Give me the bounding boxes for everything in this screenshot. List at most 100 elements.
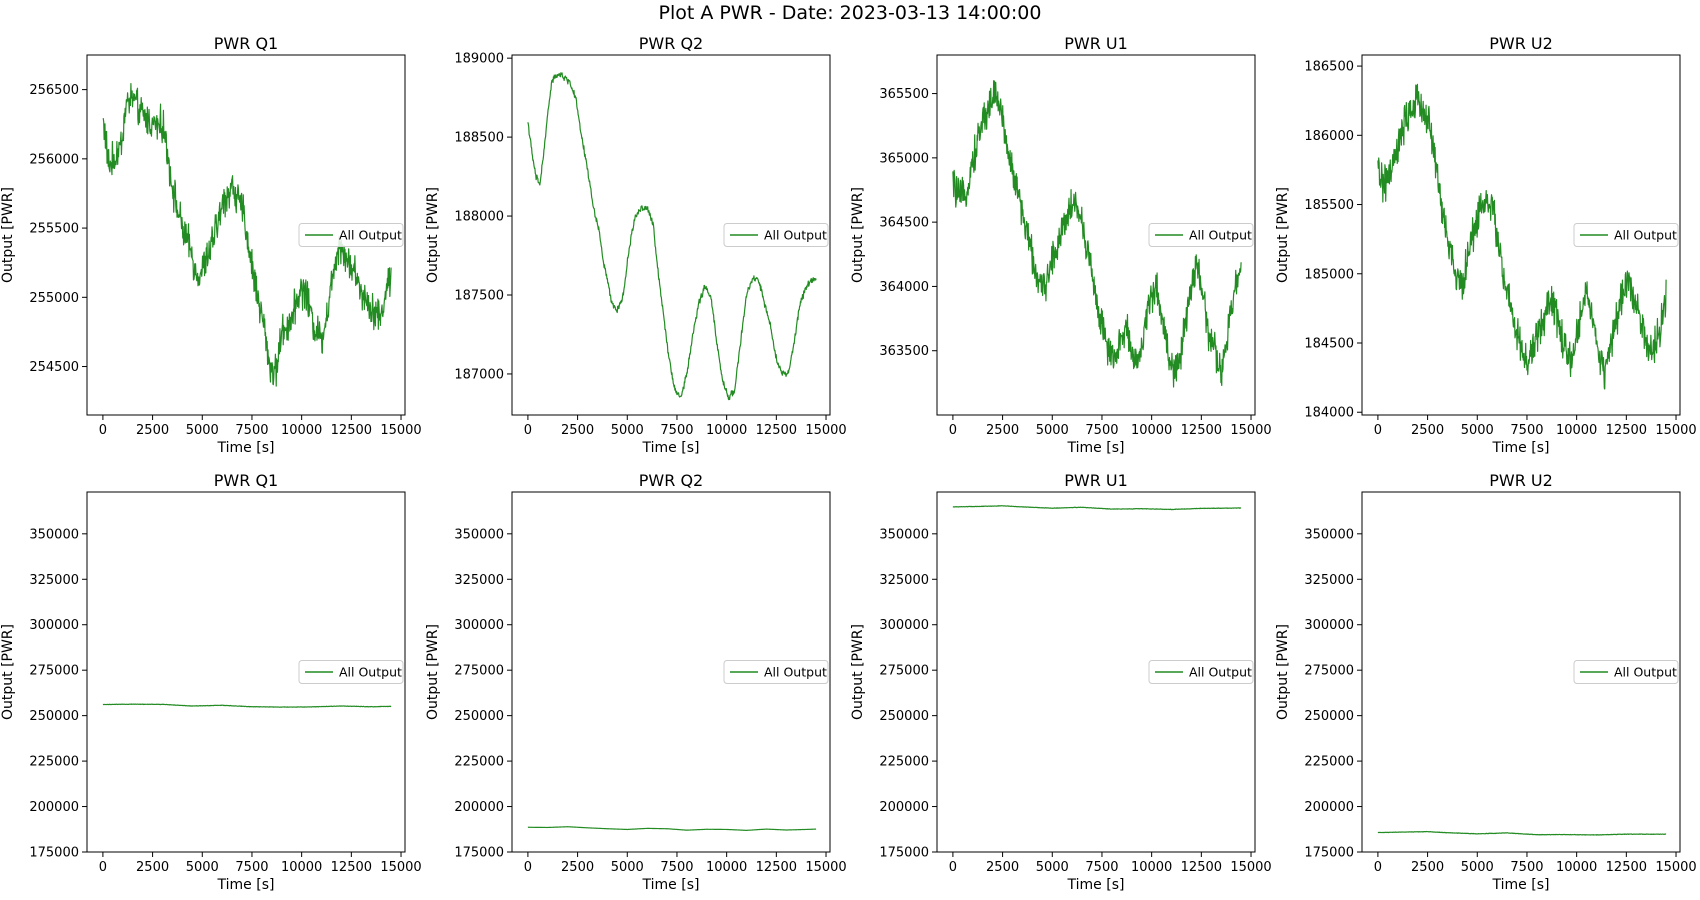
x-tick-label: 12500 — [1606, 423, 1647, 438]
series-line — [1377, 83, 1667, 390]
series-line — [527, 72, 817, 401]
y-axis-label: Output [PWR] — [1275, 624, 1291, 720]
x-tick-label: 12500 — [1606, 860, 1647, 875]
x-tick-label: 10000 — [706, 860, 747, 875]
legend-label: All Output — [764, 665, 827, 680]
plot-frame — [936, 491, 1256, 853]
x-tick-label: 7500 — [235, 423, 268, 438]
x-tick-label: 2500 — [1411, 860, 1444, 875]
chart-panel: 0 2500 5000 7500 10000 12500 15000 254500 255000… — [0, 34, 422, 456]
y-tick-label: 188500 — [454, 131, 504, 146]
series-line — [102, 703, 392, 708]
y-axis-label: Output [PWR] — [425, 624, 441, 720]
y-tick-label: 325000 — [454, 573, 504, 588]
x-tick-label: 7500 — [1510, 423, 1543, 438]
legend: All Output — [723, 660, 829, 684]
x-tick-label: 12500 — [756, 860, 797, 875]
chart-title: PWR Q2 — [639, 471, 703, 490]
plot-frame — [86, 491, 406, 853]
plot-frame — [1361, 54, 1681, 416]
y-tick-label: 186000 — [1304, 129, 1354, 144]
y-tick-label: 300000 — [1304, 618, 1354, 633]
chart-panel: 0 2500 5000 7500 10000 12500 15000 187000 187500… — [425, 34, 847, 456]
y-tick-label: 184500 — [1304, 337, 1354, 352]
series-line — [102, 82, 392, 387]
x-tick-label: 7500 — [660, 423, 693, 438]
x-tick-label: 0 — [1374, 860, 1382, 875]
y-tick-label: 275000 — [454, 664, 504, 679]
x-tick-label: 0 — [524, 860, 532, 875]
chart-title: PWR Q1 — [214, 471, 278, 490]
chart-title: PWR Q1 — [214, 34, 278, 53]
y-tick-label: 364500 — [879, 216, 929, 231]
legend: All Output — [1573, 660, 1679, 684]
x-tick-label: 12500 — [331, 423, 372, 438]
x-tick-label: 15000 — [805, 860, 846, 875]
legend: All Output — [1148, 223, 1254, 247]
y-tick-label: 200000 — [879, 800, 929, 815]
plot-frame — [86, 54, 406, 416]
legend: All Output — [723, 223, 829, 247]
chart-panel: 0 2500 5000 7500 10000 12500 15000 175000 200000… — [850, 471, 1272, 893]
x-tick-label: 12500 — [756, 423, 797, 438]
plot-frame — [1361, 491, 1681, 853]
x-tick-label: 15000 — [380, 423, 421, 438]
y-tick-label: 187500 — [454, 289, 504, 304]
y-tick-label: 365000 — [879, 151, 929, 166]
x-axis-label: Time [s] — [1492, 440, 1550, 456]
x-tick-label: 7500 — [660, 860, 693, 875]
y-tick-label: 185000 — [1304, 267, 1354, 282]
series-line — [952, 505, 1242, 511]
x-tick-label: 15000 — [380, 860, 421, 875]
y-tick-label: 185500 — [1304, 198, 1354, 213]
x-tick-label: 5000 — [1461, 860, 1494, 875]
legend: All Output — [298, 660, 404, 684]
legend-box — [1573, 660, 1679, 684]
chart-panel: 0 2500 5000 7500 10000 12500 15000 184000 184500… — [1275, 34, 1697, 456]
y-tick-label: 225000 — [29, 755, 79, 770]
x-axis-label: Time [s] — [642, 440, 700, 456]
x-tick-label: 12500 — [1181, 423, 1222, 438]
y-tick-label: 275000 — [1304, 664, 1354, 679]
x-tick-label: 7500 — [1510, 860, 1543, 875]
y-tick-label: 186500 — [1304, 60, 1354, 75]
y-axis-label: Output [PWR] — [0, 624, 16, 720]
y-tick-label: 300000 — [454, 618, 504, 633]
x-tick-label: 2500 — [986, 860, 1019, 875]
x-tick-label: 15000 — [1230, 423, 1271, 438]
x-tick-label: 10000 — [1131, 423, 1172, 438]
y-tick-label: 175000 — [879, 846, 929, 861]
x-tick-label: 7500 — [235, 860, 268, 875]
x-tick-label: 15000 — [1655, 860, 1696, 875]
y-tick-label: 300000 — [29, 618, 79, 633]
x-tick-label: 7500 — [1085, 860, 1118, 875]
series-line — [1377, 830, 1667, 836]
x-tick-label: 10000 — [706, 423, 747, 438]
x-axis-label: Time [s] — [1067, 877, 1125, 893]
y-tick-label: 225000 — [879, 755, 929, 770]
legend-box — [298, 660, 404, 684]
legend-label: All Output — [339, 665, 402, 680]
legend: All Output — [1148, 660, 1254, 684]
y-tick-label: 325000 — [29, 573, 79, 588]
x-tick-label: 2500 — [136, 423, 169, 438]
x-tick-label: 5000 — [1036, 860, 1069, 875]
y-tick-label: 256500 — [29, 83, 79, 98]
x-tick-label: 5000 — [186, 423, 219, 438]
y-tick-label: 200000 — [454, 800, 504, 815]
x-axis-label: Time [s] — [1492, 877, 1550, 893]
x-tick-label: 2500 — [1411, 423, 1444, 438]
x-tick-label: 0 — [99, 423, 107, 438]
y-tick-label: 175000 — [454, 846, 504, 861]
y-tick-label: 200000 — [1304, 800, 1354, 815]
legend-label: All Output — [1614, 228, 1677, 243]
y-tick-label: 250000 — [879, 709, 929, 724]
y-axis-label: Output [PWR] — [0, 187, 16, 283]
series-line — [527, 826, 817, 831]
y-tick-label: 254500 — [29, 360, 79, 375]
legend-box — [723, 223, 829, 247]
legend-label: All Output — [764, 228, 827, 243]
x-tick-label: 5000 — [186, 860, 219, 875]
y-tick-label: 250000 — [454, 709, 504, 724]
legend-label: All Output — [1614, 665, 1677, 680]
